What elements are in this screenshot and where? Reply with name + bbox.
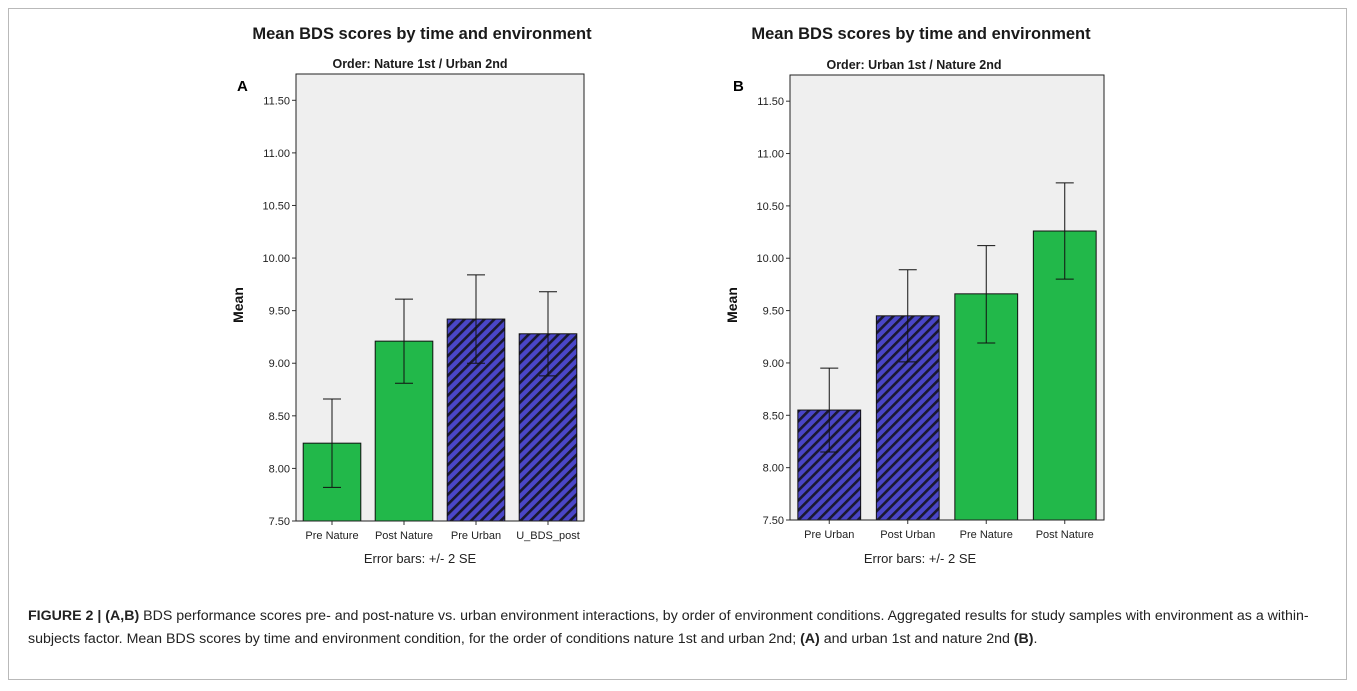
y-tick-label-b: 9.50 xyxy=(763,306,784,318)
caption-panels-ref: (A,B) xyxy=(105,608,140,624)
x-tick-label-b: Post Nature xyxy=(1036,529,1094,541)
y-tick-label-a: 7.50 xyxy=(269,516,290,528)
y-tick-label-a: 8.50 xyxy=(269,411,290,423)
chart-panel-b: Mean BDS scores by time and environment O… xyxy=(724,25,1105,566)
caption-figure-label: FIGURE 2 | xyxy=(28,608,106,624)
y-tick-label-b: 7.50 xyxy=(763,515,784,527)
caption-text-2: and urban 1st and nature 2nd xyxy=(819,631,1014,647)
y-tick-label-a: 8.00 xyxy=(269,463,290,475)
x-tick-label-b: Pre Urban xyxy=(804,529,854,541)
panel-label-a: A xyxy=(237,78,248,95)
y-tick-label-b: 11.00 xyxy=(757,149,784,161)
y-tick-label-a: 9.50 xyxy=(269,306,290,318)
x-tick-label-a: U_BDS_post xyxy=(516,530,580,542)
chart-subtitle-a: Order: Nature 1st / Urban 2nd xyxy=(332,57,507,71)
x-axis-label-a: Error bars: +/- 2 SE xyxy=(364,551,477,566)
y-tick-label-a: 11.50 xyxy=(263,95,290,107)
caption-text-1: BDS performance scores pre- and post-nat… xyxy=(28,608,1309,647)
y-axis-label-b: Mean xyxy=(724,287,740,323)
chart-panel-a: Mean BDS scores by time and environment O… xyxy=(230,25,592,566)
chart-subtitle-b: Order: Urban 1st / Nature 2nd xyxy=(826,58,1001,72)
y-tick-label-b: 8.00 xyxy=(763,463,784,475)
y-tick-label-b: 11.50 xyxy=(757,96,784,108)
y-tick-label-a: 11.00 xyxy=(263,148,290,160)
x-tick-label-a: Pre Nature xyxy=(305,530,358,542)
y-tick-label-a: 9.00 xyxy=(269,358,290,370)
panel-label-b: B xyxy=(733,78,744,95)
y-tick-label-a: 10.00 xyxy=(262,253,290,265)
x-axis-label-b: Error bars: +/- 2 SE xyxy=(864,551,977,566)
plot-frame-a xyxy=(295,73,585,522)
bar-a-3 xyxy=(446,318,506,522)
chart-title-a: Mean BDS scores by time and environment xyxy=(252,25,592,43)
y-tick-label-b: 10.00 xyxy=(756,253,784,265)
y-tick-label-b: 8.50 xyxy=(763,410,784,422)
chart-title-b: Mean BDS scores by time and environment xyxy=(751,25,1091,43)
figure-caption: FIGURE 2 | (A,B) BDS performance scores … xyxy=(28,605,1328,651)
plot-frame-b xyxy=(789,74,1105,521)
y-axis-label-a: Mean xyxy=(230,287,246,323)
x-tick-label-b: Pre Nature xyxy=(960,529,1013,541)
x-tick-label-a: Post Nature xyxy=(375,530,433,542)
figure-frame xyxy=(8,8,1347,680)
x-tick-label-a: Pre Urban xyxy=(451,530,501,542)
y-tick-label-b: 10.50 xyxy=(756,201,784,213)
y-tick-label-a: 10.50 xyxy=(262,200,290,212)
caption-text-3: . xyxy=(1033,631,1038,647)
caption-ref-a: (A) xyxy=(800,631,820,647)
y-tick-label-b: 9.00 xyxy=(763,358,784,370)
caption-ref-b: (B) xyxy=(1013,631,1034,647)
x-tick-label-b: Post Urban xyxy=(880,529,935,541)
figure-charts: Mean BDS scores by time and environment O… xyxy=(230,25,1105,566)
